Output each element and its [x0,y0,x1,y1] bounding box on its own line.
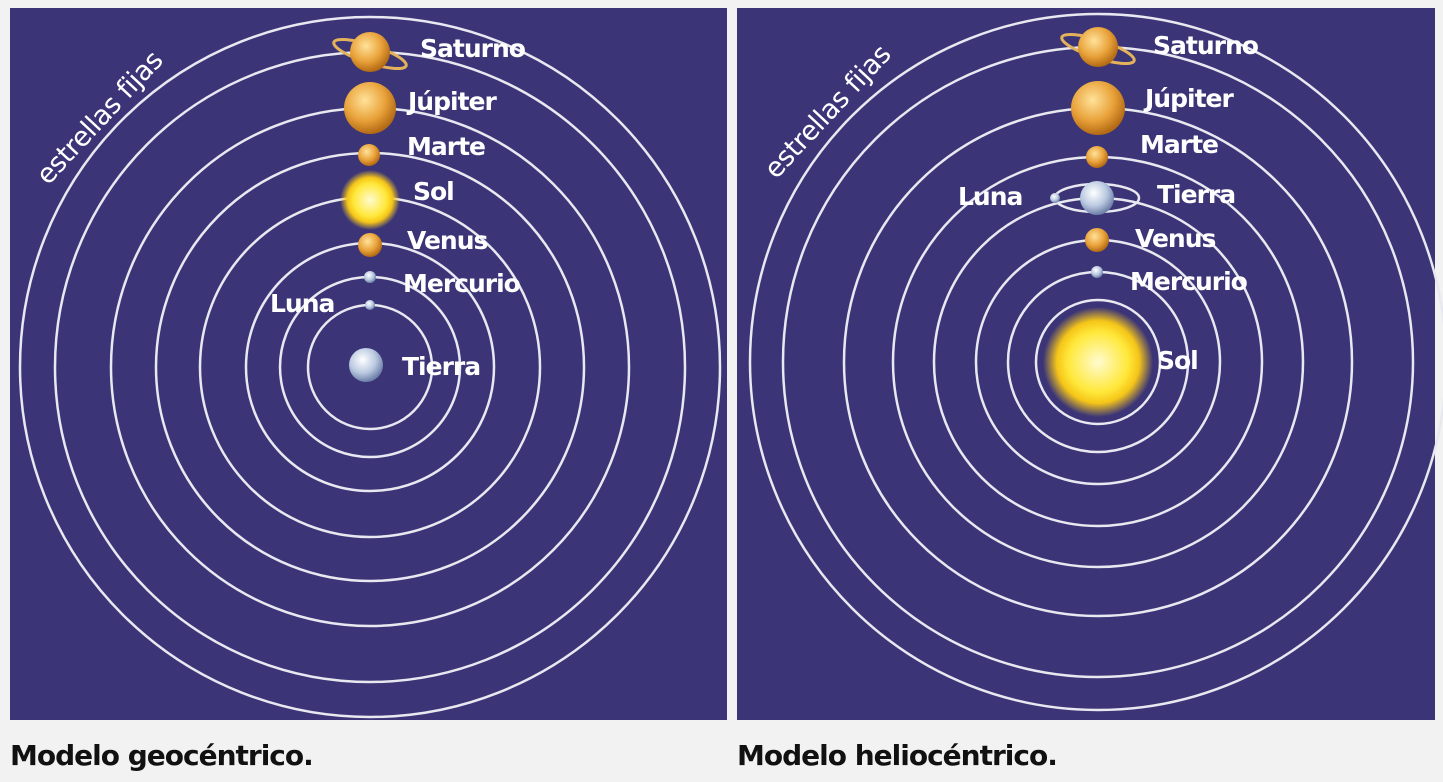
jupiter [344,82,396,134]
body-label: Júpiter [406,87,497,116]
sun [1043,307,1153,417]
body-label: Venus [407,226,488,255]
body-label: Marte [1140,130,1218,159]
body-label: Tierra [402,352,480,381]
body-label: Luna [958,182,1022,211]
venus [358,233,382,257]
earth [349,348,383,382]
mars [358,144,380,166]
saturn [350,32,390,72]
body-label: Sol [413,177,454,206]
body-label: Saturno [420,34,526,63]
caption: Modelo heliocéntrico. [737,739,1057,772]
jupiter [1071,81,1125,135]
body-label: Mercurio [1130,267,1248,296]
body-label: Júpiter [1143,84,1234,113]
orbit [1034,298,1162,426]
mercury [1091,266,1103,278]
body-label: Mercurio [403,269,521,298]
sun [340,170,400,230]
body-label: Sol [1157,346,1198,375]
body-label: Marte [407,132,485,161]
orbit [18,15,722,719]
mercury [364,271,376,283]
geocentric-panel: estrellas fijas Saturno Júpiter Marte So… [10,8,727,720]
moon [365,300,375,310]
caption: Modelo geocéntrico. [10,739,313,772]
moon [1050,193,1060,203]
heliocentric-panel: estrellas fijas Saturno Júpiter Marte Lu… [737,8,1443,720]
saturn [1078,27,1118,67]
body-label: Luna [270,289,334,318]
earth [1080,181,1114,215]
body-label: Venus [1135,224,1216,253]
body-label: Tierra [1157,180,1235,209]
orbit [748,12,1443,712]
body-label: Saturno [1153,31,1259,60]
venus [1085,228,1109,252]
mars [1086,146,1108,168]
